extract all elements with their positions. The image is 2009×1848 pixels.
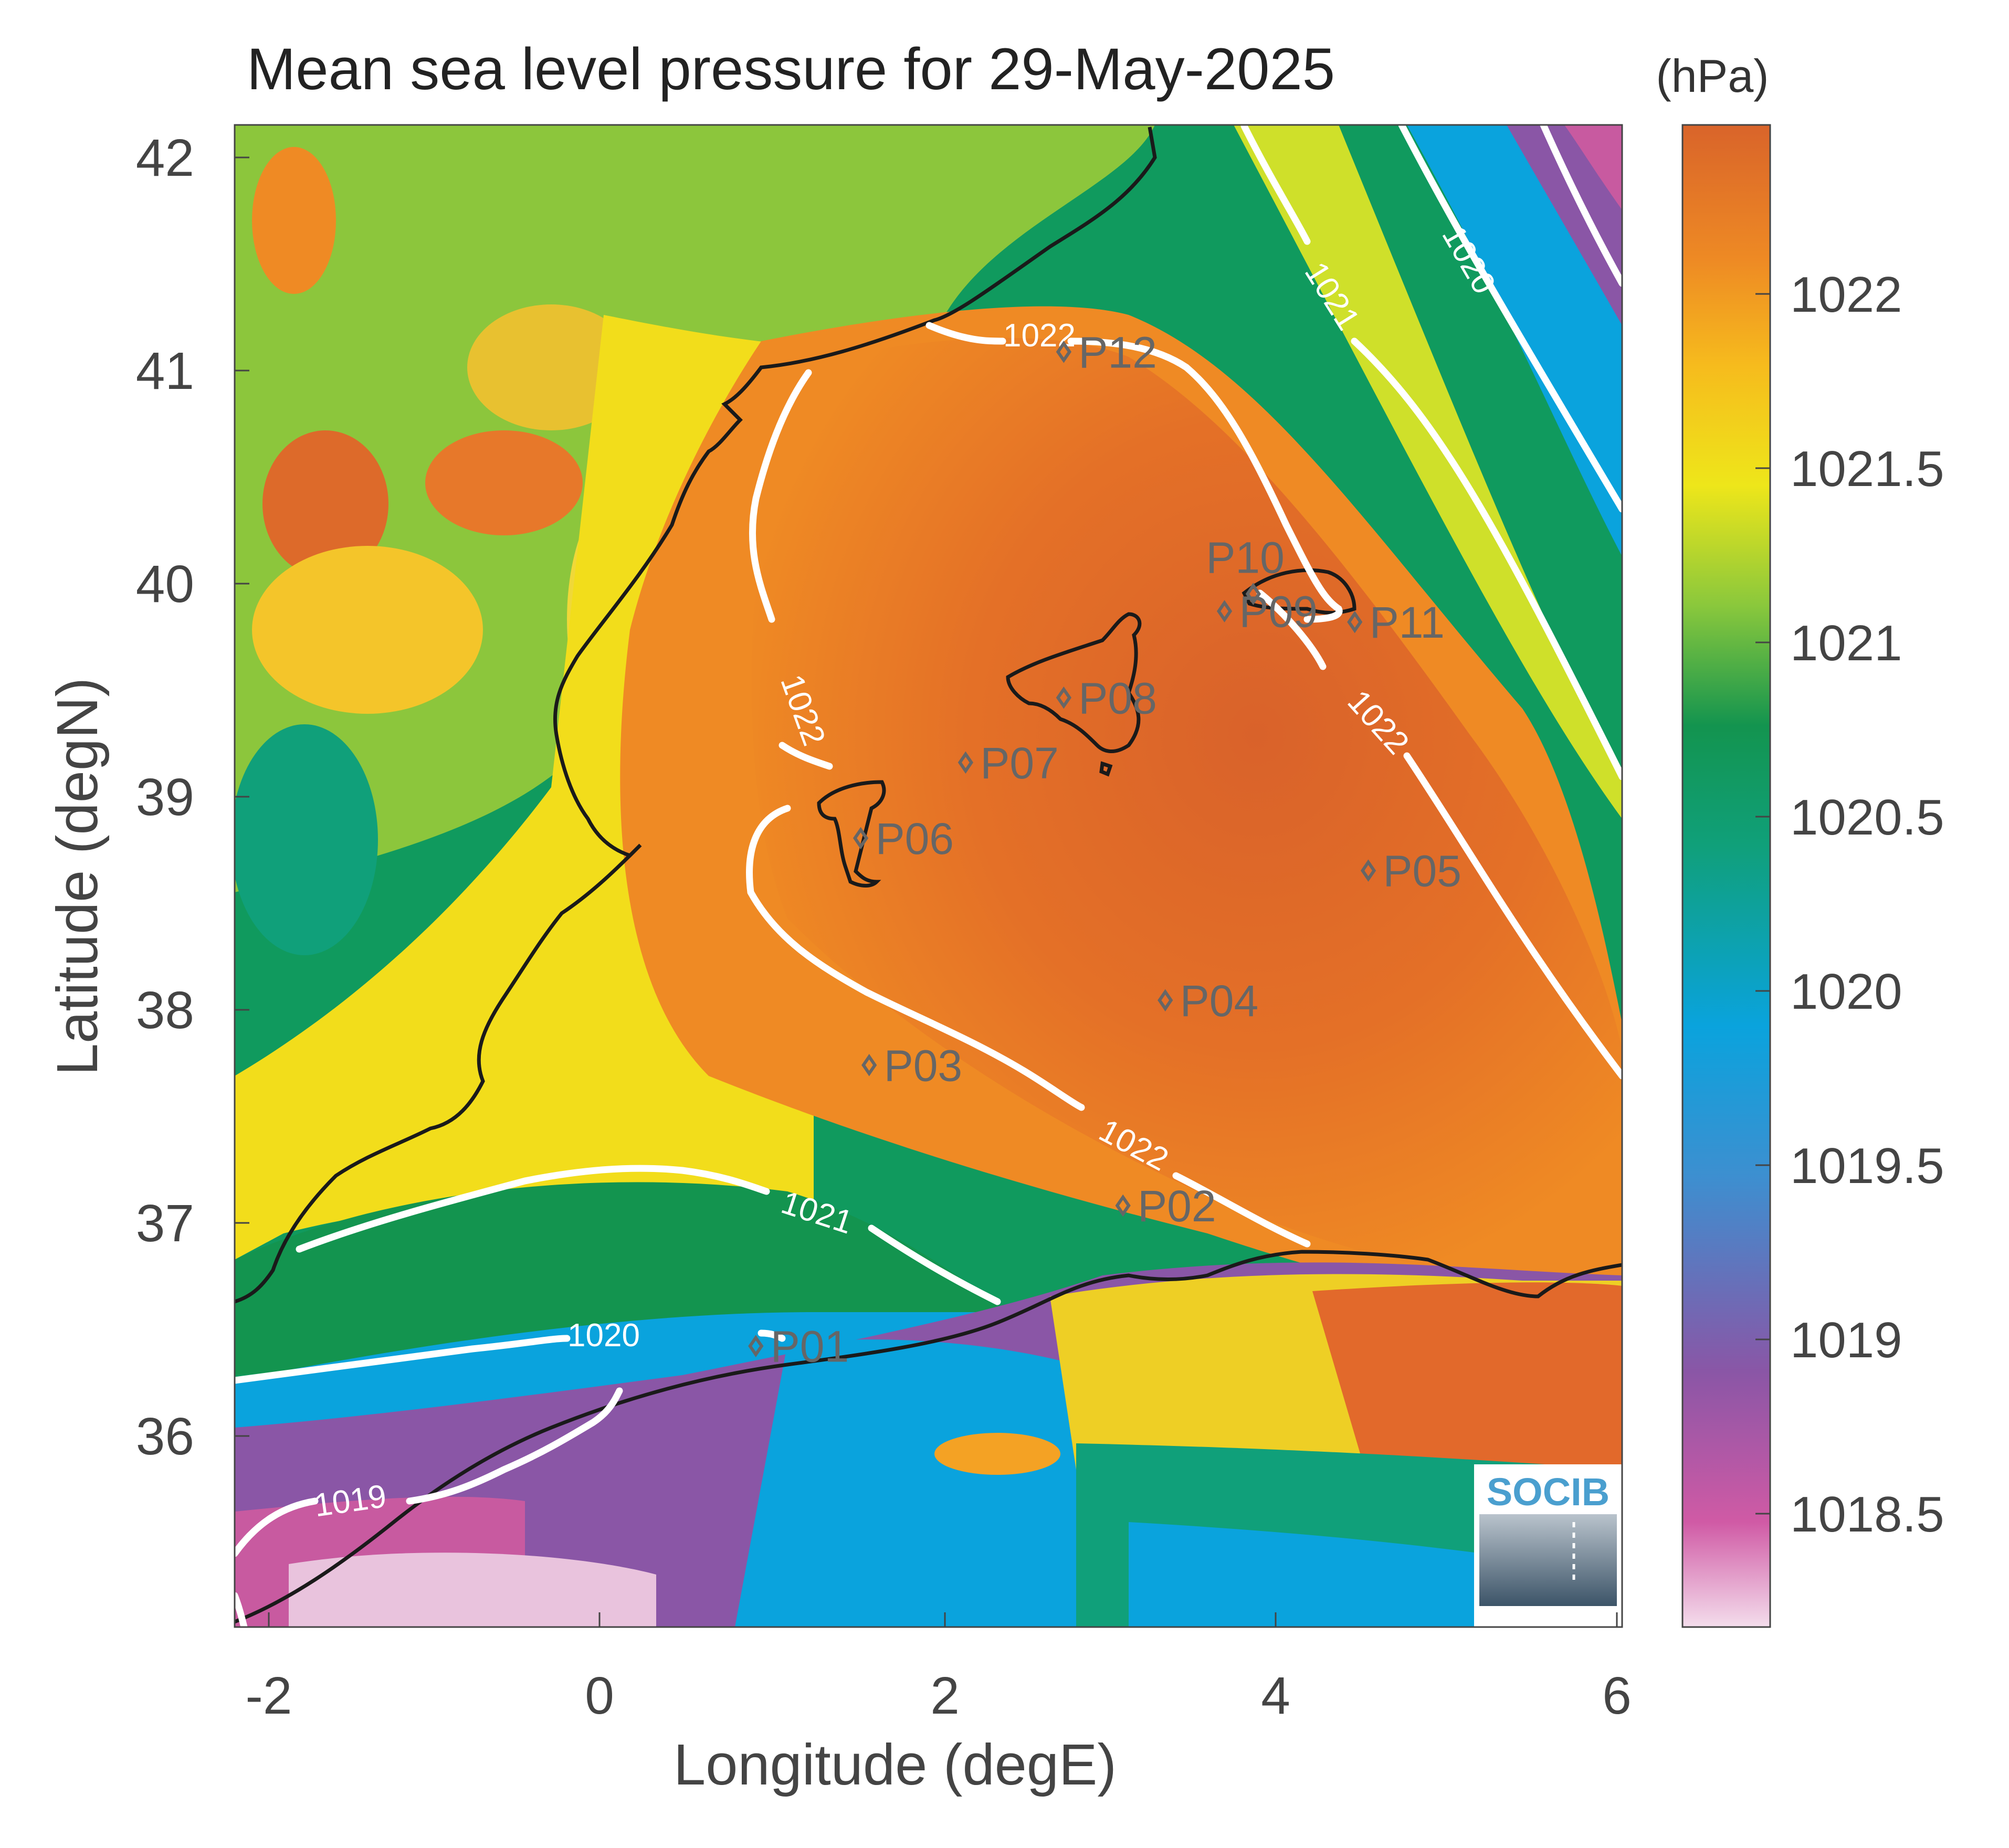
colorbar-tick-label: 1021 [1790, 615, 1902, 671]
station-p10: P10 [1206, 533, 1285, 605]
station-p09: P09 [1216, 587, 1318, 637]
station-p04: P04 [1158, 976, 1258, 1026]
y-tick-label: 41 [136, 342, 194, 400]
station-label: P07 [980, 738, 1058, 788]
station-p08: P08 [1056, 673, 1157, 723]
isobars [235, 125, 1622, 1627]
station-label: P11 [1370, 598, 1445, 647]
station-label: P12 [1078, 328, 1156, 377]
station-marker-icon [1360, 859, 1376, 882]
station-marker-icon [1158, 989, 1173, 1012]
station-label: P09 [1239, 587, 1318, 637]
station-label: P05 [1383, 847, 1461, 896]
isobar-label: 1022 [1003, 318, 1076, 354]
isobar-label: 1020 [567, 1317, 640, 1354]
station-label: P01 [771, 1322, 849, 1371]
colorbar-tick-label: 1018.5 [1790, 1486, 1944, 1543]
y-tick-label: 38 [136, 981, 194, 1040]
y-axis-label: Latitude (degN) [45, 678, 110, 1075]
x-axis-label: Longitude (degE) [674, 1733, 1117, 1797]
station-p07: P07 [958, 738, 1059, 788]
station-p01: P01 [748, 1322, 849, 1371]
isobar-1019-ne [1540, 125, 1622, 287]
station-label: P06 [876, 814, 954, 863]
logo-text: SOCIB [1487, 1470, 1610, 1514]
station-marker-icon [861, 1054, 877, 1076]
station-p05: P05 [1360, 847, 1461, 896]
colorbar-tick-label: 1021.5 [1790, 441, 1944, 497]
station-label: P08 [1078, 673, 1156, 723]
station-p12: P12 [1056, 328, 1157, 377]
colorbar-tick-label: 1019.5 [1790, 1138, 1944, 1194]
station-label: P10 [1206, 533, 1284, 583]
y-tick-label: 42 [136, 129, 194, 187]
station-marker-icon [748, 1335, 764, 1357]
tick-marks [235, 156, 1618, 1627]
isobar-1022-top [925, 322, 1006, 345]
isobar-1020-ne [1398, 125, 1622, 513]
y-tick-label: 40 [136, 555, 194, 614]
y-tick-label: 39 [136, 768, 194, 827]
isobar-1021-ne-b [1351, 337, 1622, 780]
station-marker-icon [1056, 341, 1071, 363]
socib-logo: SOCIB [1474, 1464, 1622, 1627]
y-tick-label: 36 [136, 1407, 194, 1466]
colorbar-tick-label: 1022 [1790, 267, 1902, 323]
colorbar-units: (hPa) [1656, 50, 1769, 102]
isobar-1021-ne-a [1240, 125, 1311, 245]
station-marker-icon [958, 751, 974, 774]
colorbar-tick-label: 1020 [1790, 964, 1902, 1020]
colorbar-ticks [1755, 293, 1770, 1515]
station-p02: P02 [1115, 1181, 1216, 1231]
y-tick-labels: 42 41 40 39 38 37 36 [136, 129, 194, 1466]
map-frame [234, 124, 1623, 1628]
x-tick-label: -2 [246, 1666, 292, 1725]
station-marker-icon [1216, 600, 1233, 622]
x-tick-labels: -2 0 2 4 6 [246, 1666, 1632, 1725]
station-marker-icon [1245, 583, 1261, 605]
station-marker-icon [1056, 686, 1071, 709]
station-marker-icon [853, 827, 869, 850]
colorbar [1681, 124, 1771, 1628]
station-marker-icon [1115, 1194, 1131, 1217]
station-p06: P06 [853, 814, 954, 863]
x-tick-label: 4 [1261, 1666, 1290, 1725]
colorbar-tick-labels: 1022 1021.5 1021 1020.5 1020 1019.5 1019… [1790, 267, 1944, 1543]
station-p03: P03 [861, 1041, 962, 1090]
x-tick-label: 0 [585, 1666, 614, 1725]
pressure-field: 1022 1022 1022 1022 1021 1021 1020 1020 … [235, 125, 1622, 1627]
x-tick-label: 2 [930, 1666, 960, 1725]
station-label: P02 [1138, 1181, 1216, 1231]
station-marker-icon [1347, 610, 1363, 633]
chart-title: Mean sea level pressure for 29-May-2025 [247, 36, 1335, 102]
colorbar-tick-label: 1019 [1790, 1312, 1902, 1368]
station-label: P04 [1180, 976, 1258, 1026]
x-tick-label: 6 [1602, 1666, 1632, 1725]
y-tick-label: 37 [136, 1194, 194, 1253]
station-label: P03 [884, 1041, 962, 1090]
station-p11: P11 [1347, 598, 1445, 647]
colorbar-tick-label: 1020.5 [1790, 789, 1944, 846]
coastline [235, 126, 1622, 1624]
